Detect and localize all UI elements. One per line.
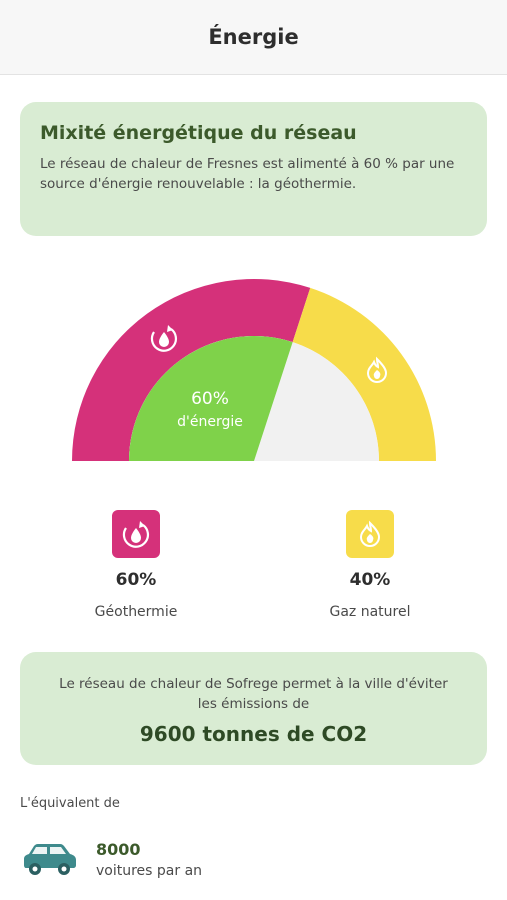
co2-description: Le réseau de chaleur de Sofrege permet à… (59, 676, 448, 712)
energy-mix-card: Mixité énergétique du réseau Le réseau d… (20, 102, 487, 236)
legend-item-geothermie: 60% Géothermie (56, 510, 216, 620)
geothermie-icon-box (112, 510, 160, 558)
equivalent-text: 8000 voitures par an (96, 840, 202, 879)
geothermal-drop-icon (150, 325, 178, 352)
page-title: Énergie (208, 25, 299, 49)
gauge-inner-renewable (129, 336, 293, 461)
gauge-segment-gaz (292, 287, 436, 461)
gauge-center-value: 60% (191, 389, 229, 409)
equivalent-value: 8000 (96, 840, 141, 859)
app-header: Énergie (0, 0, 507, 75)
equivalent-label: L'équivalent de (20, 796, 120, 811)
energy-gauge: 60% d'énergie (72, 278, 436, 461)
gaz-icon-box (346, 510, 394, 558)
flame-icon (359, 520, 381, 547)
energy-mix-title: Mixité énergétique du réseau (40, 122, 357, 144)
equivalent-cars: 8000 voitures par an (20, 840, 202, 879)
legend-value-geothermie: 60% (115, 570, 157, 590)
equivalent-unit: voitures par an (96, 863, 203, 879)
flame-icon (366, 356, 388, 383)
legend-value-gaz: 40% (349, 570, 391, 590)
legend-label-gaz: Gaz naturel (329, 604, 411, 620)
co2-card: Le réseau de chaleur de Sofrege permet à… (20, 652, 487, 765)
car-icon (24, 843, 76, 875)
geothermal-drop-icon (122, 521, 150, 548)
legend-label-geothermie: Géothermie (94, 604, 178, 620)
gauge-center-label: d'énergie (177, 414, 243, 430)
energy-mix-description: Le réseau de chaleur de Fresnes est alim… (40, 156, 455, 192)
legend-item-gaz: 40% Gaz naturel (290, 510, 450, 620)
gauge-segment-geothermie (72, 278, 311, 461)
co2-amount: 9600 tonnes de CO2 (139, 722, 368, 746)
